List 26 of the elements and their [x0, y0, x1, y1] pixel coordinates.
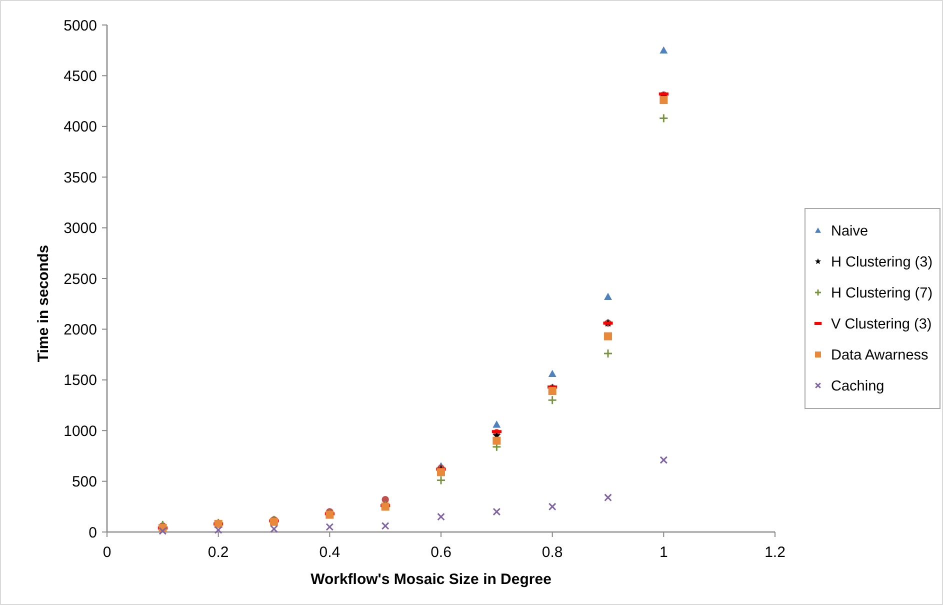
legend-label: H Clustering (7)	[831, 286, 933, 302]
y-tick-label: 5000	[64, 17, 97, 34]
legend-label: H Clustering (3)	[831, 254, 933, 271]
legend-label: V Clustering (3)	[831, 316, 932, 333]
x-tick-label: 1	[659, 544, 668, 561]
y-tick-label: 2000	[64, 321, 97, 338]
legend-label: Naive	[831, 224, 868, 240]
y-tick-label: 4500	[64, 68, 97, 85]
y-tick-label: 500	[72, 474, 97, 491]
y-tick-label: 3500	[64, 169, 97, 186]
y-tick-label: 1500	[64, 372, 97, 390]
x-tick-label: 0.6	[430, 544, 452, 561]
x-tick-label: 0	[102, 544, 112, 561]
y-tick-label: 2500	[64, 270, 97, 288]
x-tick-label: 1.2	[764, 544, 786, 561]
y-tick-label: 4000	[64, 118, 97, 136]
legend-label: Caching	[831, 378, 884, 395]
x-axis-title: Workflow's Mosaic Size in Degree	[310, 571, 552, 588]
x-tick-label: 0.2	[208, 544, 229, 561]
y-tick-label: 1000	[64, 422, 97, 440]
x-tick-label: 0.4	[319, 544, 340, 561]
y-axis-title: Time in seconds	[35, 244, 52, 362]
legend-label: Data Awarness	[831, 348, 928, 364]
y-tick-label: 3000	[64, 220, 97, 238]
y-tick-label: 0	[88, 524, 97, 542]
x-tick-label: 0.8	[542, 544, 563, 561]
